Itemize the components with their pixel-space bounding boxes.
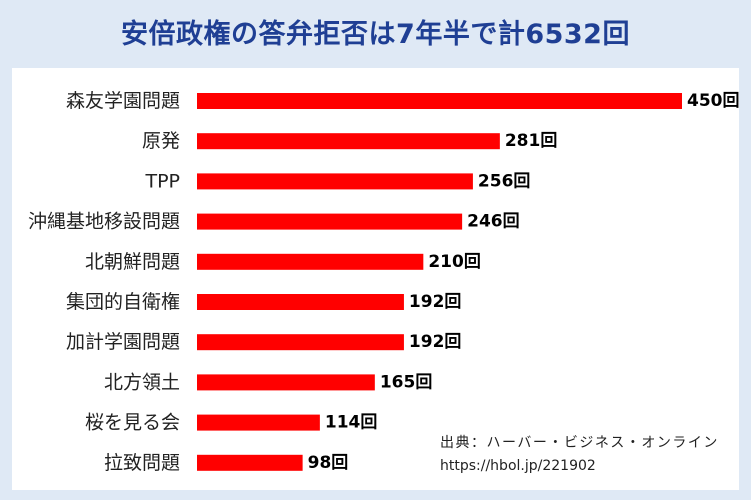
bar (197, 414, 320, 431)
value-label: 210回 (428, 252, 481, 272)
category-label: 北朝鮮問題 (85, 251, 180, 273)
bar (197, 93, 682, 109)
value-label: 165回 (380, 372, 433, 392)
category-label: 沖縄基地移設問題 (28, 211, 180, 233)
bar (197, 173, 473, 190)
category-label: TPP (144, 170, 180, 192)
source-url: https://hbol.jp/221902 (440, 458, 596, 474)
category-label: 桜を見る会 (85, 412, 180, 434)
chart-title: 安倍政権の答弁拒否は7年半で計6532回 (121, 19, 630, 50)
source-label: 出典：ハーバー・ビジネス・オンライン (440, 435, 719, 451)
value-label: 281回 (505, 131, 558, 151)
category-label: 北方領土 (104, 371, 180, 393)
bar (197, 253, 424, 270)
bar (197, 334, 404, 351)
category-label: 拉致問題 (104, 452, 180, 474)
value-label: 246回 (467, 212, 519, 232)
value-label: 256回 (478, 171, 531, 191)
bar (197, 454, 303, 471)
category-label: 加計学園問題 (66, 331, 180, 353)
category-label: 集団的自衛権 (66, 291, 180, 313)
bar (197, 294, 404, 310)
category-label: 森友学園問題 (66, 90, 180, 112)
value-label: 450回 (687, 91, 740, 111)
value-label: 114回 (325, 413, 378, 433)
value-label: 98回 (308, 453, 349, 473)
bar (197, 133, 500, 150)
value-label: 192回 (409, 292, 462, 312)
bar (197, 213, 463, 230)
value-label: 192回 (409, 332, 462, 352)
category-label: 原発 (142, 130, 180, 152)
bar (197, 374, 375, 391)
